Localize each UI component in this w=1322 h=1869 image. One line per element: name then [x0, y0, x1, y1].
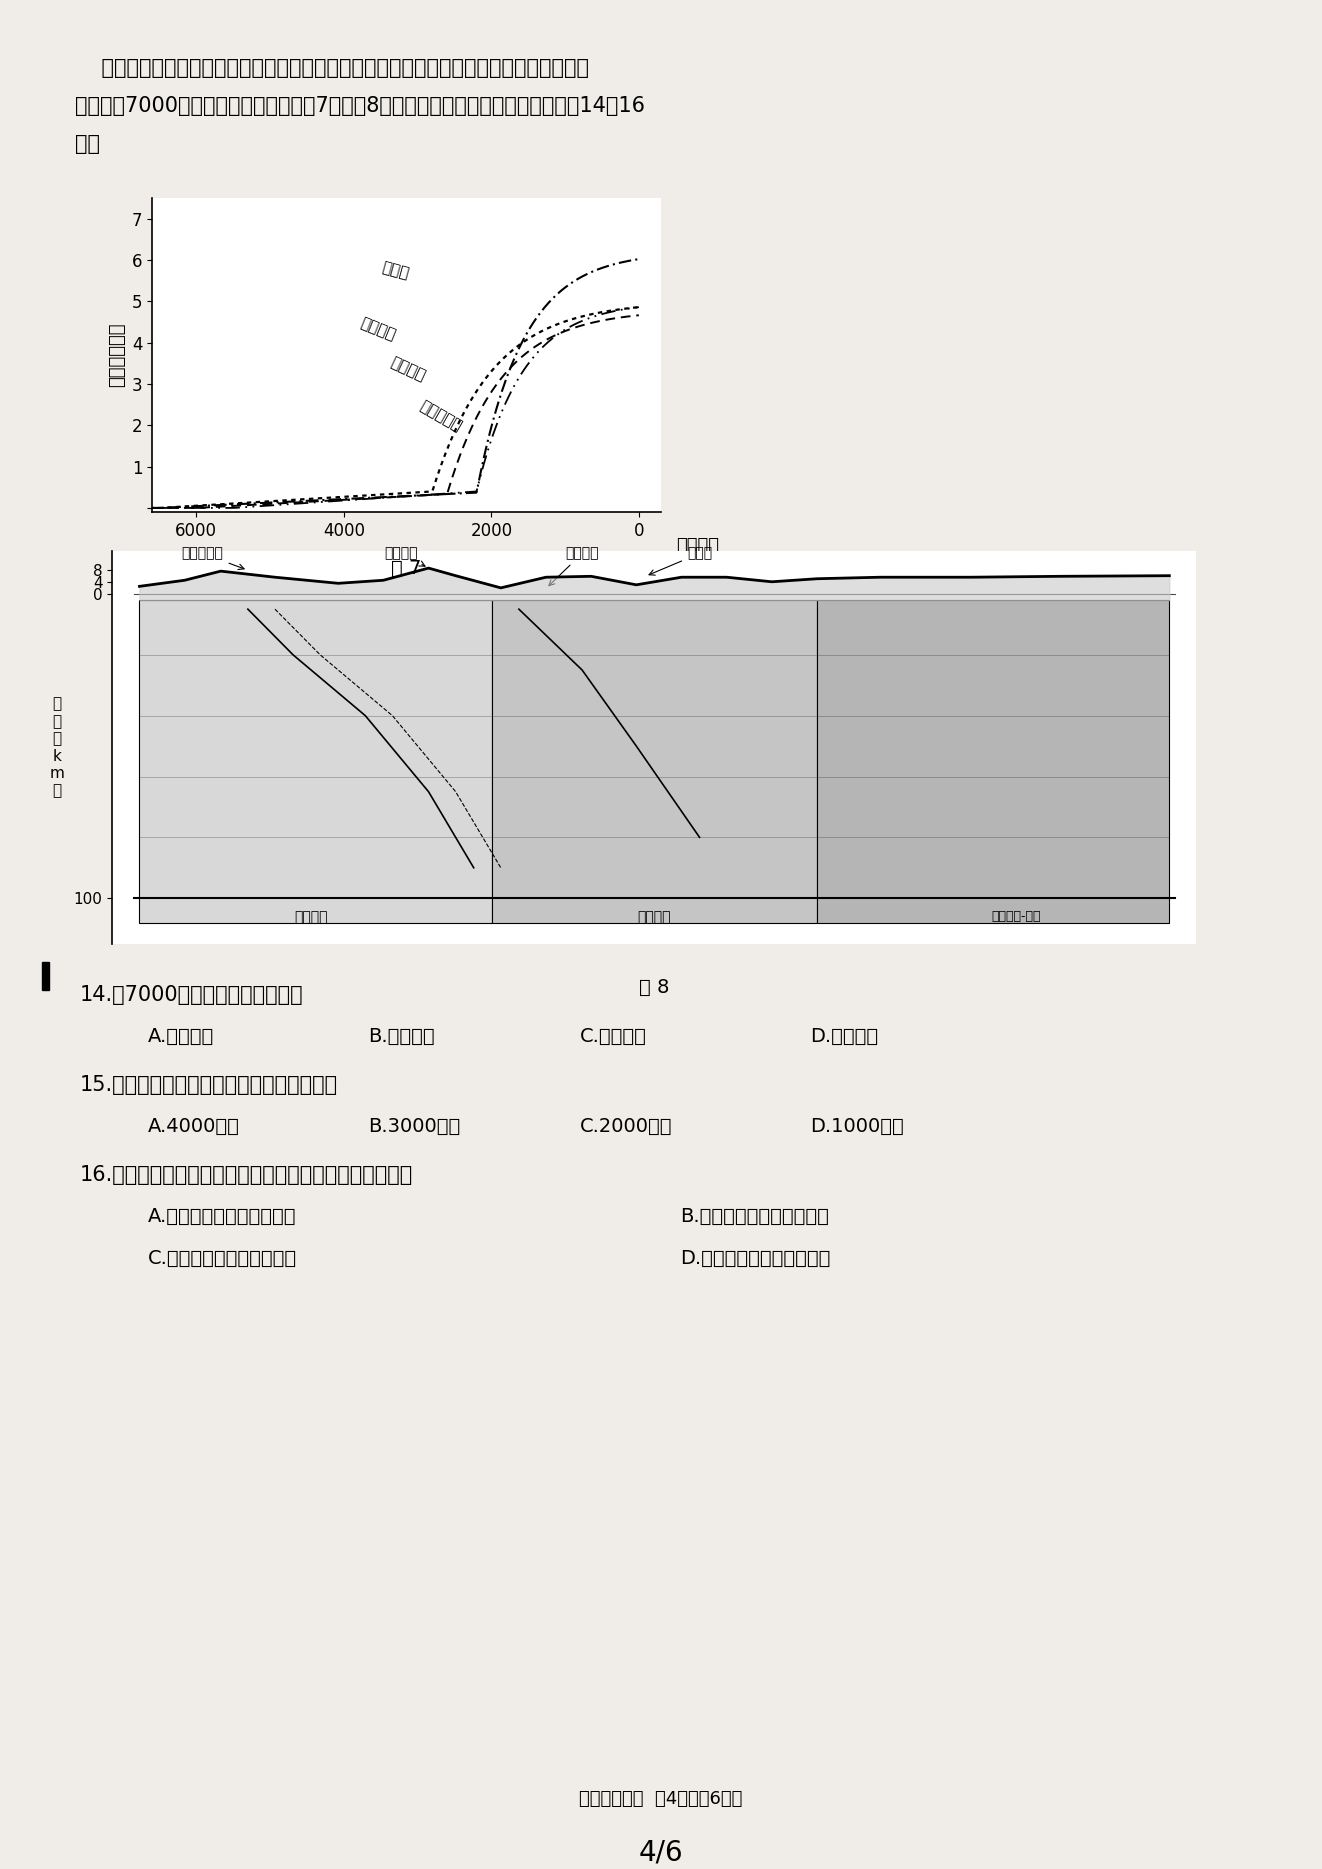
- Text: 羌塘板块: 羌塘板块: [637, 910, 672, 925]
- Text: 题。: 题。: [75, 135, 100, 153]
- Text: 中央谷地: 中央谷地: [389, 355, 427, 383]
- Text: 14.近7000万年以来青藏高原地区: 14.近7000万年以来青藏高原地区: [81, 985, 304, 1006]
- Text: 喜马拉雅山: 喜马拉雅山: [418, 398, 464, 434]
- Text: 可可西里-板块: 可可西里-板块: [992, 910, 1040, 923]
- Text: 图 7: 图 7: [391, 559, 422, 578]
- Bar: [817, 600, 1169, 923]
- Text: 中央谷地: 中央谷地: [549, 546, 599, 585]
- Text: （万年）: （万年）: [676, 566, 719, 583]
- Text: 冈底斯山: 冈底斯山: [358, 316, 398, 342]
- Text: 块等）约7000万年以来的隆升历史（图7）；图8示意青藏高原隆升某阶段。据此完成14～16: 块等）约7000万年以来的隆升历史（图7）；图8示意青藏高原隆升某阶段。据此完成…: [75, 95, 645, 116]
- Text: 图 8: 图 8: [640, 977, 669, 996]
- Y-axis label: 海拔（千米）: 海拔（千米）: [108, 323, 126, 387]
- Text: B.3000万年: B.3000万年: [368, 1118, 460, 1136]
- Text: D.受副热带高气压带的控制: D.受副热带高气压带的控制: [680, 1248, 830, 1267]
- Text: B.水平隆升: B.水平隆升: [368, 1026, 435, 1047]
- Text: 中国科研团队根据古高度和地球深部动力学等证据，恢复了青藏高原不同地体（山脉、板: 中国科研团队根据古高度和地球深部动力学等证据，恢复了青藏高原不同地体（山脉、板: [75, 58, 590, 78]
- Text: 距今年代: 距今年代: [676, 536, 719, 555]
- Text: 高三地理试题  第4页（共6页）: 高三地理试题 第4页（共6页）: [579, 1791, 743, 1807]
- Bar: [140, 600, 492, 923]
- Bar: [42, 963, 49, 991]
- Text: 分水岭: 分水岭: [381, 260, 411, 280]
- Text: A.4000万年: A.4000万年: [148, 1118, 239, 1136]
- Text: C.差异隆升: C.差异隆升: [580, 1026, 646, 1047]
- Text: A.同时隆升: A.同时隆升: [148, 1026, 214, 1047]
- Text: 拉萨板块: 拉萨板块: [295, 910, 328, 925]
- Text: A.深居内陆，水汽难以到达: A.深居内陆，水汽难以到达: [148, 1207, 296, 1226]
- Text: C.2000万年: C.2000万年: [580, 1118, 673, 1136]
- Text: 4/6: 4/6: [639, 1837, 683, 1865]
- Bar: [492, 600, 817, 923]
- Text: C.海拔高，形成高寒的气候: C.海拔高，形成高寒的气候: [148, 1248, 297, 1267]
- Y-axis label: 高
度
（
k
m
）: 高 度 （ k m ）: [50, 697, 65, 798]
- Text: D.波动隆升: D.波动隆升: [810, 1026, 878, 1047]
- Text: B.山脉阻挡水汽，气候干旱: B.山脉阻挡水汽，气候干旱: [680, 1207, 829, 1226]
- Text: 15.现代的青藏高原基本形成的时间大约距今: 15.现代的青藏高原基本形成的时间大约距今: [81, 1075, 338, 1095]
- Text: D.1000万年: D.1000万年: [810, 1118, 904, 1136]
- Text: 喜马拉雅山: 喜马拉雅山: [181, 546, 245, 570]
- Text: 分水岭: 分水岭: [649, 546, 713, 576]
- Text: 冈底斯山: 冈底斯山: [385, 546, 424, 566]
- Text: 16.分水岭所在区域隆升前曾经沙漠广布，推测该区域当时: 16.分水岭所在区域隆升前曾经沙漠广布，推测该区域当时: [81, 1164, 414, 1185]
